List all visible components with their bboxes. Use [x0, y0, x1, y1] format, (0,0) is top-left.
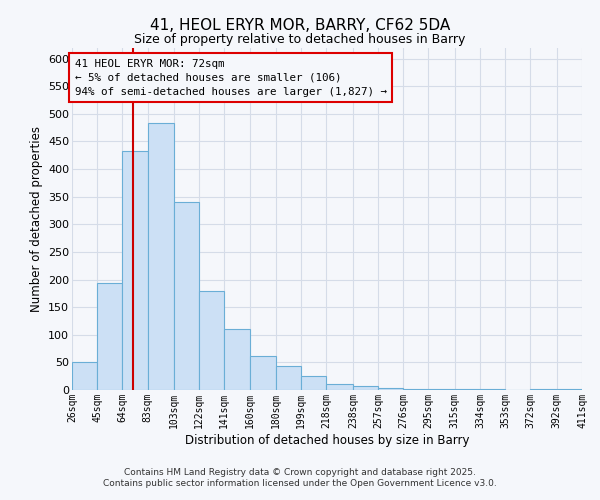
Bar [224, 329, 250, 390]
Text: 41 HEOL ERYR MOR: 72sqm
← 5% of detached houses are smaller (106)
94% of semi-de: 41 HEOL ERYR MOR: 72sqm ← 5% of detached… [74, 58, 386, 96]
Bar [97, 284, 122, 390]
Bar [174, 202, 199, 390]
Y-axis label: Number of detached properties: Number of detached properties [29, 126, 43, 312]
Bar [72, 362, 97, 390]
Bar [199, 291, 224, 390]
Bar [353, 386, 378, 390]
Bar [557, 389, 582, 390]
Bar [276, 366, 301, 390]
Bar [378, 388, 403, 390]
X-axis label: Distribution of detached houses by size in Barry: Distribution of detached houses by size … [185, 434, 469, 446]
Bar [301, 376, 326, 390]
Bar [403, 389, 428, 390]
Bar [148, 122, 174, 390]
Text: Size of property relative to detached houses in Barry: Size of property relative to detached ho… [134, 32, 466, 46]
Text: 41, HEOL ERYR MOR, BARRY, CF62 5DA: 41, HEOL ERYR MOR, BARRY, CF62 5DA [150, 18, 450, 32]
Bar [250, 356, 276, 390]
Bar [122, 152, 148, 390]
Bar [326, 384, 353, 390]
Text: Contains HM Land Registry data © Crown copyright and database right 2025.
Contai: Contains HM Land Registry data © Crown c… [103, 468, 497, 487]
